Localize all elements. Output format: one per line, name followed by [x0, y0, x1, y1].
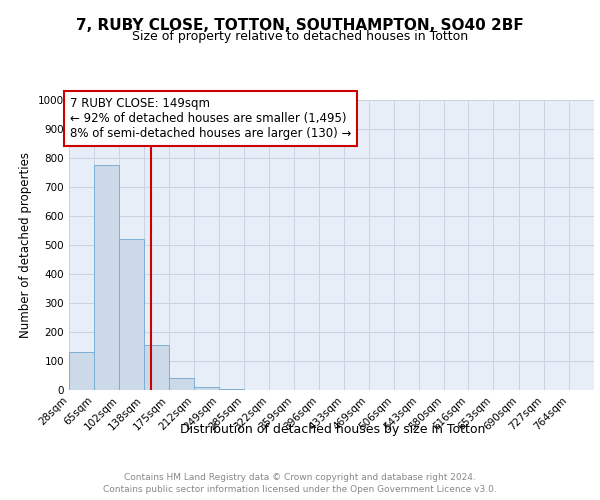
- Text: Contains public sector information licensed under the Open Government Licence v3: Contains public sector information licen…: [103, 485, 497, 494]
- Bar: [94, 166, 119, 390]
- Bar: [194, 386, 219, 390]
- Text: Size of property relative to detached houses in Totton: Size of property relative to detached ho…: [132, 30, 468, 43]
- Bar: [69, 352, 94, 390]
- Y-axis label: Number of detached properties: Number of detached properties: [19, 152, 32, 338]
- Bar: [144, 345, 169, 390]
- Bar: [219, 389, 244, 390]
- Bar: [169, 378, 194, 390]
- Text: Contains HM Land Registry data © Crown copyright and database right 2024.: Contains HM Land Registry data © Crown c…: [124, 472, 476, 482]
- Bar: [119, 239, 145, 390]
- Text: Distribution of detached houses by size in Totton: Distribution of detached houses by size …: [181, 422, 485, 436]
- Text: 7, RUBY CLOSE, TOTTON, SOUTHAMPTON, SO40 2BF: 7, RUBY CLOSE, TOTTON, SOUTHAMPTON, SO40…: [76, 18, 524, 32]
- Text: 7 RUBY CLOSE: 149sqm
← 92% of detached houses are smaller (1,495)
8% of semi-det: 7 RUBY CLOSE: 149sqm ← 92% of detached h…: [70, 96, 351, 140]
